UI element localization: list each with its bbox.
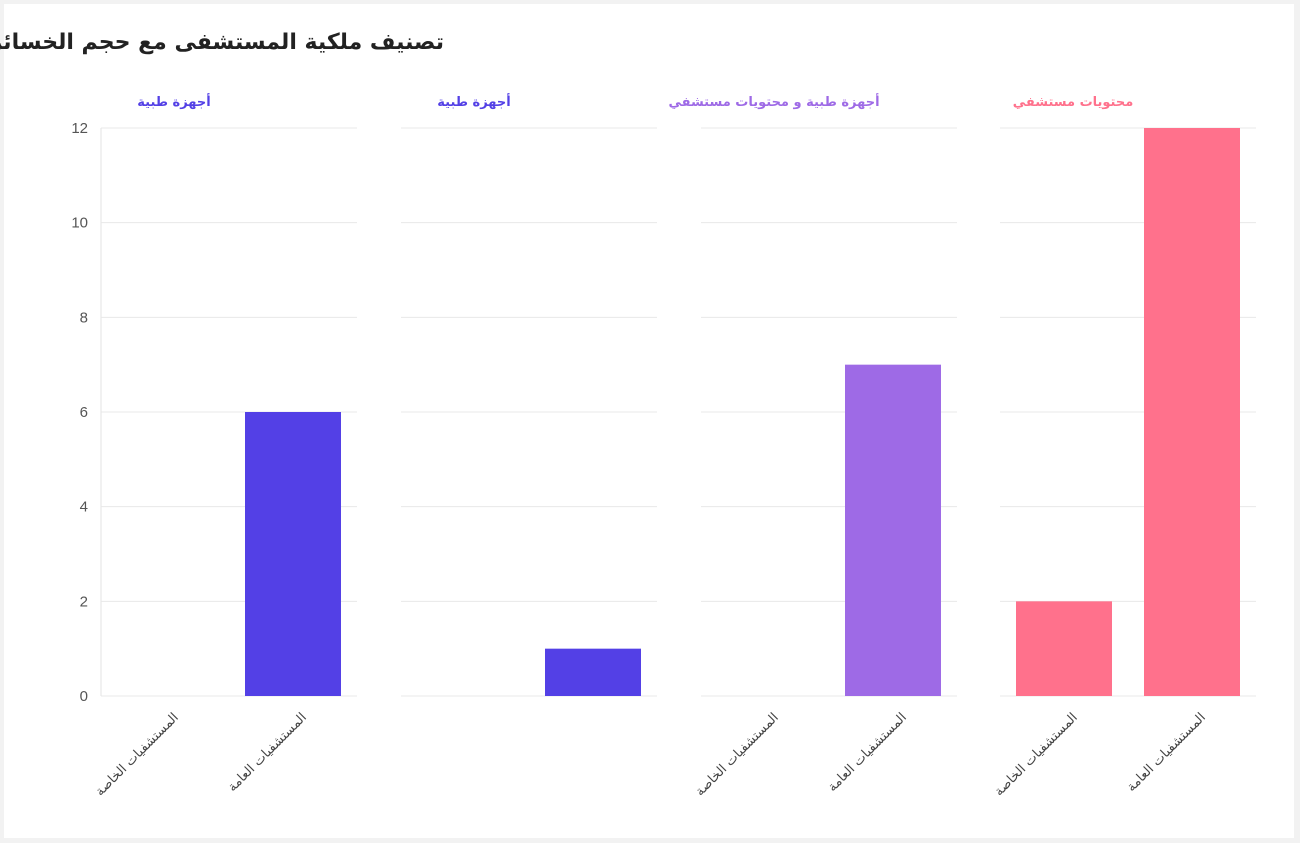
- panel-title: محتويات مستشفي: [1013, 95, 1134, 110]
- y-tick-label: 10: [71, 215, 88, 232]
- chart-card: [4, 4, 1294, 838]
- panel-title: أجهزة طبية: [437, 93, 510, 110]
- bar: [1016, 601, 1112, 696]
- y-tick-label: 0: [80, 688, 88, 705]
- y-tick-label: 4: [80, 499, 88, 516]
- bar: [845, 364, 941, 696]
- y-tick-label: 8: [80, 309, 88, 326]
- panel-title: أجهزة طبية و محتويات مستشفي: [668, 93, 879, 110]
- bar: [245, 412, 341, 696]
- y-tick-label: 6: [80, 404, 88, 421]
- bar: [545, 648, 641, 696]
- y-tick-label: 12: [71, 120, 88, 137]
- panel-title: أجهزة طبية: [137, 93, 210, 110]
- x-category-label: المستشفيات الخاصة: [992, 710, 1081, 799]
- x-category-label: المستشفيات الخاصة: [93, 710, 182, 799]
- x-category-label: المستشفيات العامة: [825, 710, 910, 795]
- chart-title: تصنيف ملكية المستشفى مع حجم الخسائر: [0, 30, 444, 55]
- x-category-label: المستشفيات العامة: [1124, 710, 1209, 795]
- y-tick-label: 2: [80, 593, 88, 610]
- bar: [1144, 128, 1240, 696]
- x-category-label: المستشفيات العامة: [225, 710, 310, 795]
- x-category-label: المستشفيات الخاصة: [693, 710, 782, 799]
